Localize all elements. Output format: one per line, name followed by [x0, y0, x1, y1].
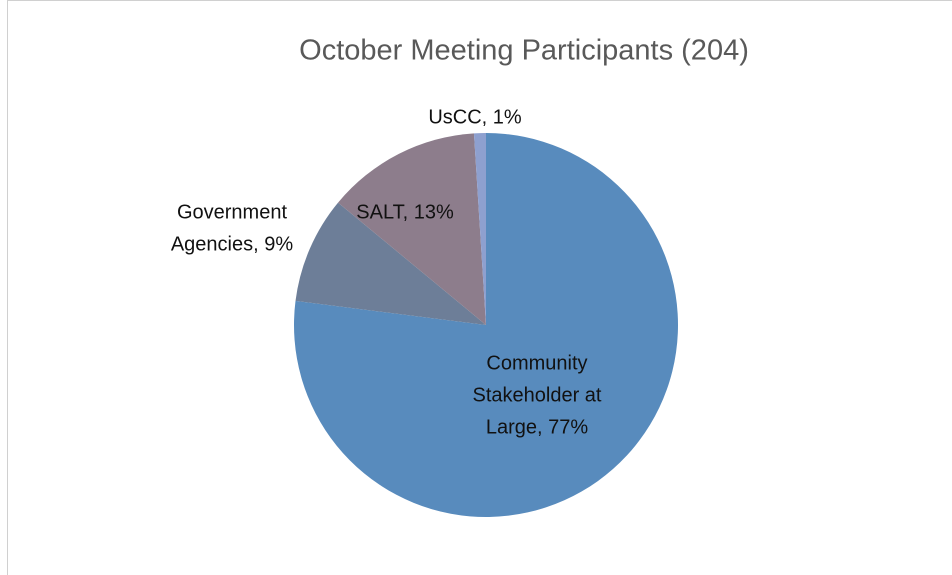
data-label: UsCC, 1% — [428, 106, 522, 128]
data-label: Large, 77% — [486, 416, 589, 438]
chart-title: October Meeting Participants (204) — [299, 35, 749, 67]
pie-slice — [338, 133, 486, 325]
pie-slice — [295, 202, 486, 325]
data-label: SALT, 13% — [356, 201, 454, 223]
pie-slice — [473, 133, 486, 325]
data-label: Stakeholder at — [473, 384, 602, 406]
data-label: Agencies, 9% — [171, 233, 294, 255]
data-label: Government — [177, 201, 287, 223]
pie-slice — [293, 133, 678, 518]
data-label: Community — [486, 352, 587, 374]
